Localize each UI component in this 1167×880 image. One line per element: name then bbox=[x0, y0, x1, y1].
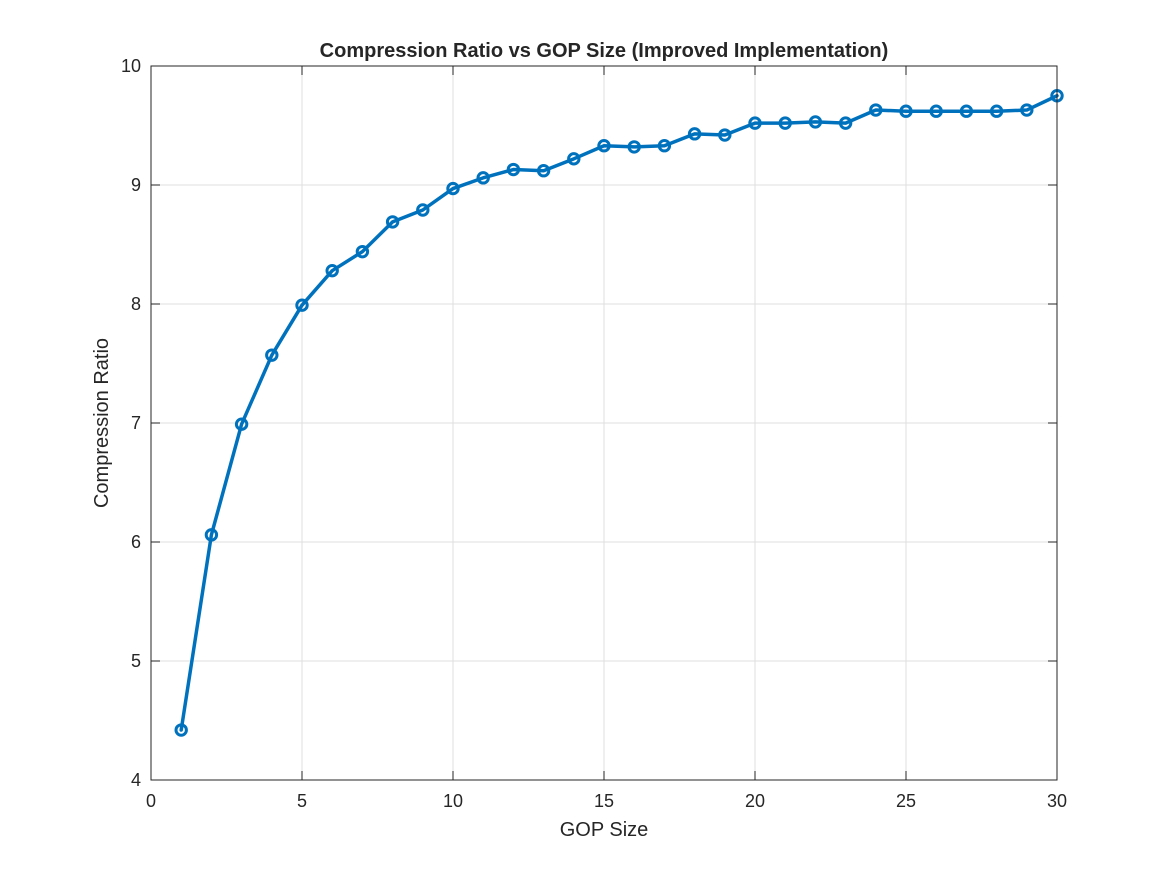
data-point bbox=[1020, 103, 1034, 117]
data-point bbox=[234, 417, 249, 431]
data-point bbox=[597, 139, 611, 153]
data-point bbox=[718, 128, 732, 142]
data-point bbox=[778, 116, 792, 130]
data-point bbox=[174, 723, 188, 737]
y-tick-label: 10 bbox=[121, 56, 141, 76]
data-point bbox=[325, 263, 339, 278]
x-tick-label: 15 bbox=[594, 791, 614, 811]
data-point bbox=[989, 104, 1004, 118]
series-layer bbox=[174, 89, 1064, 737]
data-point bbox=[687, 127, 702, 141]
x-tick-label: 0 bbox=[146, 791, 156, 811]
data-point bbox=[627, 140, 641, 154]
data-point bbox=[295, 298, 309, 312]
data-point bbox=[446, 181, 460, 196]
grid bbox=[151, 66, 1057, 780]
chart-title: Compression Ratio vs GOP Size (Improved … bbox=[320, 40, 889, 62]
x-tick-label: 20 bbox=[745, 791, 765, 811]
y-tick-label: 8 bbox=[131, 294, 141, 314]
x-tick-label: 5 bbox=[297, 791, 307, 811]
y-axis-label: Compression Ratio bbox=[91, 338, 113, 508]
data-point bbox=[265, 348, 279, 362]
data-point bbox=[476, 171, 490, 185]
x-tick-label: 10 bbox=[443, 791, 463, 811]
y-tick-label: 5 bbox=[131, 651, 141, 671]
data-point bbox=[808, 115, 823, 129]
data-point bbox=[899, 104, 913, 118]
y-tick-label: 9 bbox=[131, 175, 141, 195]
x-tick-label: 25 bbox=[896, 791, 916, 811]
data-point bbox=[869, 103, 883, 117]
data-point bbox=[204, 528, 219, 542]
y-tick-label: 6 bbox=[131, 532, 141, 552]
data-point bbox=[385, 215, 400, 229]
data-point bbox=[929, 104, 943, 118]
data-point bbox=[567, 152, 581, 166]
data-point bbox=[959, 104, 974, 118]
ticks: 0 5 10 15 20 25 30 4 5 6 7 8 9 10 bbox=[121, 56, 1067, 811]
data-point bbox=[748, 116, 762, 130]
x-tick-label: 30 bbox=[1047, 791, 1067, 811]
y-tick-label: 7 bbox=[131, 413, 141, 433]
data-point bbox=[355, 244, 370, 259]
data-point bbox=[838, 116, 853, 130]
data-point bbox=[657, 139, 672, 153]
y-tick-label: 4 bbox=[131, 770, 141, 790]
data-point bbox=[536, 164, 551, 178]
data-point bbox=[416, 203, 430, 217]
data-point bbox=[506, 162, 521, 177]
x-axis-label: GOP Size bbox=[560, 819, 649, 841]
